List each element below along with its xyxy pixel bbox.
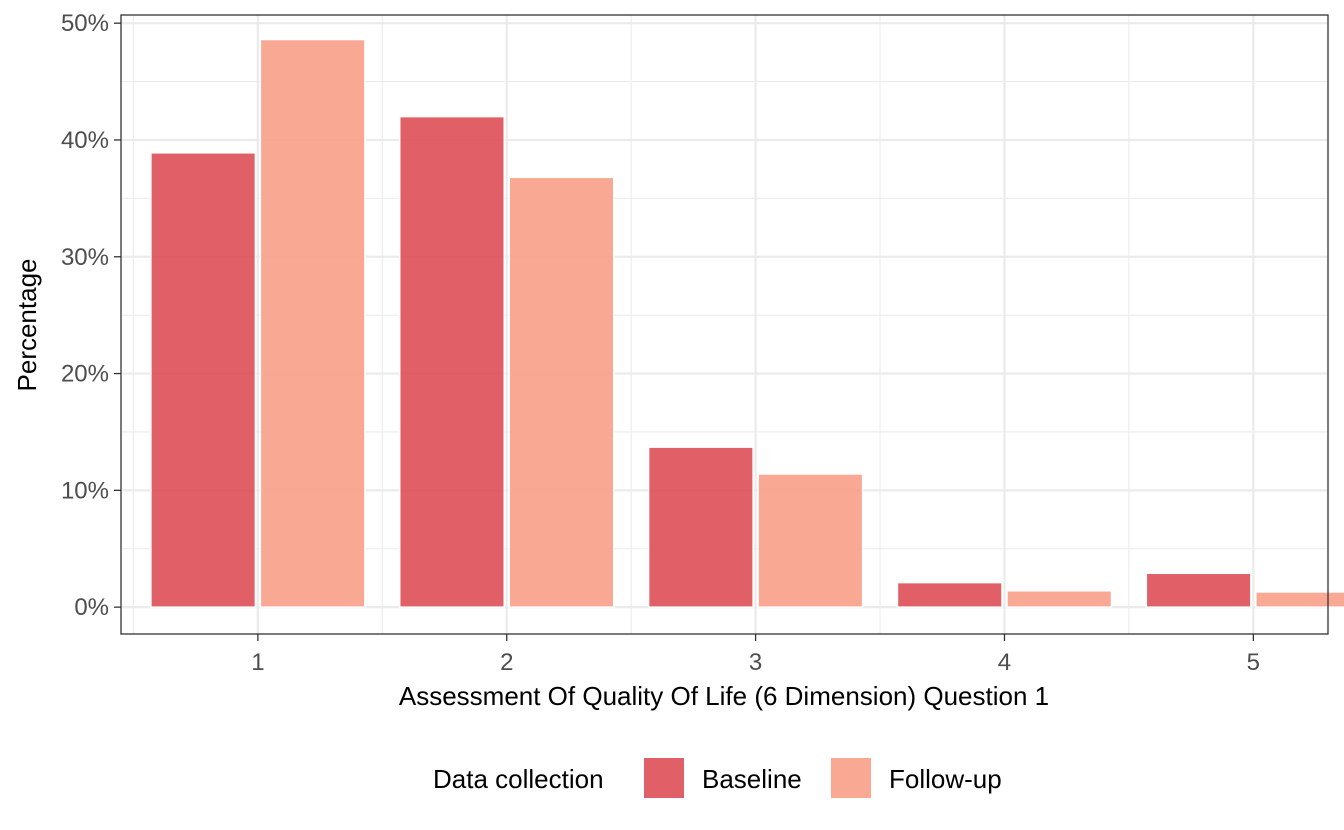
bar-baseline-5: [1145, 572, 1252, 608]
bar-follow-up-2: [508, 176, 615, 608]
legend-label-baseline: Baseline: [702, 764, 802, 794]
bar-baseline-2: [398, 115, 506, 608]
y-axis-title: Percentage: [12, 259, 42, 392]
bar-baseline-1: [150, 152, 257, 608]
x-tick-label: 5: [1247, 649, 1260, 676]
legend-swatch-baseline: [644, 758, 684, 798]
y-tick-label: 10%: [61, 477, 109, 504]
x-tick-label: 1: [251, 649, 264, 676]
x-tick-label: 4: [998, 649, 1011, 676]
bar-follow-up-1: [259, 38, 366, 608]
bar-baseline-4: [896, 581, 1003, 608]
bar-follow-up-5: [1255, 591, 1344, 608]
plot-border: [120, 14, 1329, 635]
y-tick-label: 50%: [61, 10, 109, 37]
x-tick-label: 2: [500, 649, 513, 676]
legend: Data collection Baseline Follow-up: [433, 758, 1002, 798]
x-axis-title: Assessment Of Quality Of Life (6 Dimensi…: [399, 681, 1049, 711]
y-tick-label: 40%: [61, 127, 109, 154]
bar-follow-up-3: [757, 473, 864, 608]
y-axis: 0% 10% 20% 30% 40% 50%: [61, 10, 121, 621]
legend-swatch-follow-up: [831, 758, 871, 798]
y-tick-label: 30%: [61, 244, 109, 271]
x-axis: 1 2 3 4 5: [251, 634, 1260, 676]
y-tick-label: 0%: [74, 594, 109, 621]
y-tick-label: 20%: [61, 361, 109, 388]
bars: [150, 38, 1344, 608]
bar-baseline-3: [647, 446, 754, 608]
x-tick-label: 3: [749, 649, 762, 676]
legend-label-follow-up: Follow-up: [889, 764, 1002, 794]
bar-follow-up-4: [1006, 590, 1113, 608]
legend-title: Data collection: [433, 764, 604, 794]
